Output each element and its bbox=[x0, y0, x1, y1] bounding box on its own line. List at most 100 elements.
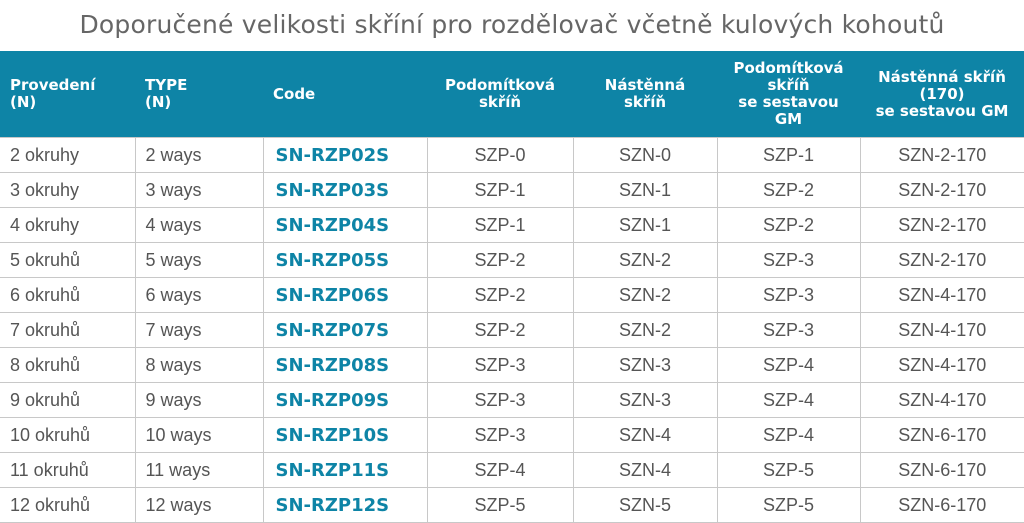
cell-provedeni: 12 okruhů bbox=[0, 487, 136, 523]
cell-nastenna-skrin: SZN-2 bbox=[572, 312, 718, 348]
cell-podomitkova-skrin: SZP-3 bbox=[426, 347, 574, 383]
column-header-line: Podomítková bbox=[444, 76, 556, 94]
cell-podomitkova-skrin-gm: SZP-4 bbox=[716, 417, 861, 453]
cell-code: SN-RZP11S bbox=[262, 452, 428, 488]
column-header-provedeni: Provedení (N) bbox=[0, 51, 135, 138]
column-header-line: skříň bbox=[767, 76, 810, 94]
cell-type: 3 ways bbox=[134, 172, 264, 208]
table-row: 12 okruhů 12 ways SN-RZP12S SZP-5 SZN-5 SZP-5… bbox=[0, 487, 1024, 523]
header-row: Provedení (N) TYPE (N) Code Podomítková skříň N… bbox=[0, 51, 1024, 138]
cell-podomitkova-skrin: SZP-2 bbox=[426, 277, 574, 313]
cell-nastenna-skrin: SZN-1 bbox=[572, 172, 718, 208]
cell-nastenna-skrin-170-gm: SZN-4-170 bbox=[859, 382, 1024, 418]
cell-podomitkova-skrin: SZP-4 bbox=[426, 452, 574, 488]
table-row: 3 okruhy 3 ways SN-RZP03S SZP-1 SZN-1 SZP-2 SZ… bbox=[0, 172, 1024, 208]
column-header-line: TYPE bbox=[145, 76, 188, 94]
column-header-nastenna-skrin-170-gm: Nástěnná skříň (170) se sestavou GM bbox=[860, 51, 1024, 138]
cell-nastenna-skrin-170-gm: SZN-4-170 bbox=[859, 312, 1024, 348]
cell-podomitkova-skrin-gm: SZP-3 bbox=[716, 242, 861, 278]
cell-provedeni: 3 okruhy bbox=[0, 172, 136, 208]
cell-type: 6 ways bbox=[134, 277, 264, 313]
cell-type: 9 ways bbox=[134, 382, 264, 418]
cell-podomitkova-skrin: SZP-3 bbox=[426, 417, 574, 453]
column-header-line: (N) bbox=[10, 93, 37, 111]
cell-podomitkova-skrin: SZP-2 bbox=[426, 312, 574, 348]
cell-code: SN-RZP04S bbox=[262, 207, 428, 243]
cell-podomitkova-skrin-gm: SZP-3 bbox=[716, 312, 861, 348]
column-header-line: Nástěnná skříň bbox=[878, 67, 1006, 86]
column-header-line: se sestavou GM bbox=[875, 101, 1009, 120]
cell-nastenna-skrin: SZN-5 bbox=[572, 487, 718, 523]
cell-code: SN-RZP05S bbox=[262, 242, 428, 278]
cell-podomitkova-skrin-gm: SZP-4 bbox=[716, 347, 861, 383]
cell-nastenna-skrin: SZN-2 bbox=[572, 277, 718, 313]
table-row: 7 okruhů 7 ways SN-RZP07S SZP-2 SZN-2 SZP-3 SZ… bbox=[0, 312, 1024, 348]
cell-code: SN-RZP12S bbox=[262, 487, 428, 523]
cell-provedeni: 6 okruhů bbox=[0, 277, 136, 313]
cell-code: SN-RZP06S bbox=[262, 277, 428, 313]
cell-type: 12 ways bbox=[134, 487, 264, 523]
table-row: 11 okruhů 11 ways SN-RZP11S SZP-4 SZN-4 SZP-5… bbox=[0, 452, 1024, 488]
cell-podomitkova-skrin-gm: SZP-4 bbox=[716, 382, 861, 418]
column-header-code: Code bbox=[263, 51, 427, 138]
cell-nastenna-skrin-170-gm: SZN-2-170 bbox=[859, 207, 1024, 243]
cell-podomitkova-skrin: SZP-2 bbox=[426, 242, 574, 278]
cell-nastenna-skrin-170-gm: SZN-6-170 bbox=[859, 487, 1024, 523]
column-header-line: Provedení bbox=[10, 76, 96, 94]
cell-code: SN-RZP03S bbox=[262, 172, 428, 208]
cell-type: 7 ways bbox=[134, 312, 264, 348]
cell-podomitkova-skrin: SZP-0 bbox=[426, 137, 574, 173]
cell-provedeni: 2 okruhy bbox=[0, 137, 136, 173]
cell-nastenna-skrin-170-gm: SZN-4-170 bbox=[859, 347, 1024, 383]
cell-provedeni: 5 okruhů bbox=[0, 242, 136, 278]
cell-code: SN-RZP10S bbox=[262, 417, 428, 453]
cell-nastenna-skrin-170-gm: SZN-6-170 bbox=[859, 452, 1024, 488]
cell-podomitkova-skrin-gm: SZP-3 bbox=[716, 277, 861, 313]
cell-podomitkova-skrin-gm: SZP-2 bbox=[716, 207, 861, 243]
cell-podomitkova-skrin-gm: SZP-5 bbox=[716, 487, 861, 523]
cell-provedeni: 9 okruhů bbox=[0, 382, 136, 418]
table-row: 5 okruhů 5 ways SN-RZP05S SZP-2 SZN-2 SZP-3 SZ… bbox=[0, 242, 1024, 278]
column-header-line: Code bbox=[273, 84, 316, 103]
cell-code: SN-RZP02S bbox=[262, 137, 428, 173]
column-header-type: TYPE (N) bbox=[135, 51, 263, 138]
cell-podomitkova-skrin: SZP-1 bbox=[426, 172, 574, 208]
cell-code: SN-RZP08S bbox=[262, 347, 428, 383]
cell-type: 4 ways bbox=[134, 207, 264, 243]
page-title: Doporučené velikosti skříní pro rozdělov… bbox=[79, 10, 945, 39]
cell-provedeni: 7 okruhů bbox=[0, 312, 136, 348]
column-header-line: Podomítková bbox=[733, 59, 844, 77]
cell-nastenna-skrin: SZN-0 bbox=[572, 137, 718, 173]
cell-type: 2 ways bbox=[134, 137, 264, 173]
table-row: 10 okruhů 10 ways SN-RZP10S SZP-3 SZN-4 SZP-4… bbox=[0, 417, 1024, 453]
table-row: 8 okruhů 8 ways SN-RZP08S SZP-3 SZN-3 SZP-4 SZ… bbox=[0, 347, 1024, 383]
cell-nastenna-skrin: SZN-4 bbox=[572, 417, 718, 453]
cell-podomitkova-skrin: SZP-3 bbox=[426, 382, 574, 418]
column-header-line: Nástěnná bbox=[604, 76, 686, 94]
cell-nastenna-skrin: SZN-3 bbox=[572, 382, 718, 418]
column-header-line: (N) bbox=[145, 93, 172, 111]
cell-type: 11 ways bbox=[134, 452, 264, 488]
table-row: 9 okruhů 9 ways SN-RZP09S SZP-3 SZN-3 SZP-4 SZ… bbox=[0, 382, 1024, 418]
cell-nastenna-skrin-170-gm: SZN-2-170 bbox=[859, 172, 1024, 208]
column-header-line: se sestavou bbox=[738, 93, 839, 111]
cabinet-sizes-table: Provedení (N) TYPE (N) Code Podomítková skříň N… bbox=[0, 51, 1024, 523]
table-row: 4 okruhy 4 ways SN-RZP04S SZP-1 SZN-1 SZP-2 SZ… bbox=[0, 207, 1024, 243]
column-header-line: skříň bbox=[623, 93, 667, 111]
cell-type: 8 ways bbox=[134, 347, 264, 383]
cell-nastenna-skrin-170-gm: SZN-2-170 bbox=[859, 242, 1024, 278]
cell-podomitkova-skrin-gm: SZP-1 bbox=[716, 137, 861, 173]
cell-nastenna-skrin: SZN-3 bbox=[572, 347, 718, 383]
cell-provedeni: 11 okruhů bbox=[0, 452, 136, 488]
cell-code: SN-RZP07S bbox=[262, 312, 428, 348]
cell-provedeni: 10 okruhů bbox=[0, 417, 136, 453]
column-header-podomitkova-skrin-gm: Podomítková skříň se sestavou GM bbox=[717, 51, 860, 138]
cell-code: SN-RZP09S bbox=[262, 382, 428, 418]
column-header-line: skříň bbox=[478, 93, 522, 111]
table-row: 6 okruhů 6 ways SN-RZP06S SZP-2 SZN-2 SZP-3 SZ… bbox=[0, 277, 1024, 313]
column-header-podomitkova-skrin: Podomítková skříň bbox=[427, 51, 573, 138]
cell-type: 10 ways bbox=[134, 417, 264, 453]
table-row: 2 okruhy 2 ways SN-RZP02S SZP-0 SZN-0 SZP-1 SZ… bbox=[0, 137, 1024, 173]
cell-nastenna-skrin: SZN-4 bbox=[572, 452, 718, 488]
cell-nastenna-skrin: SZN-1 bbox=[572, 207, 718, 243]
